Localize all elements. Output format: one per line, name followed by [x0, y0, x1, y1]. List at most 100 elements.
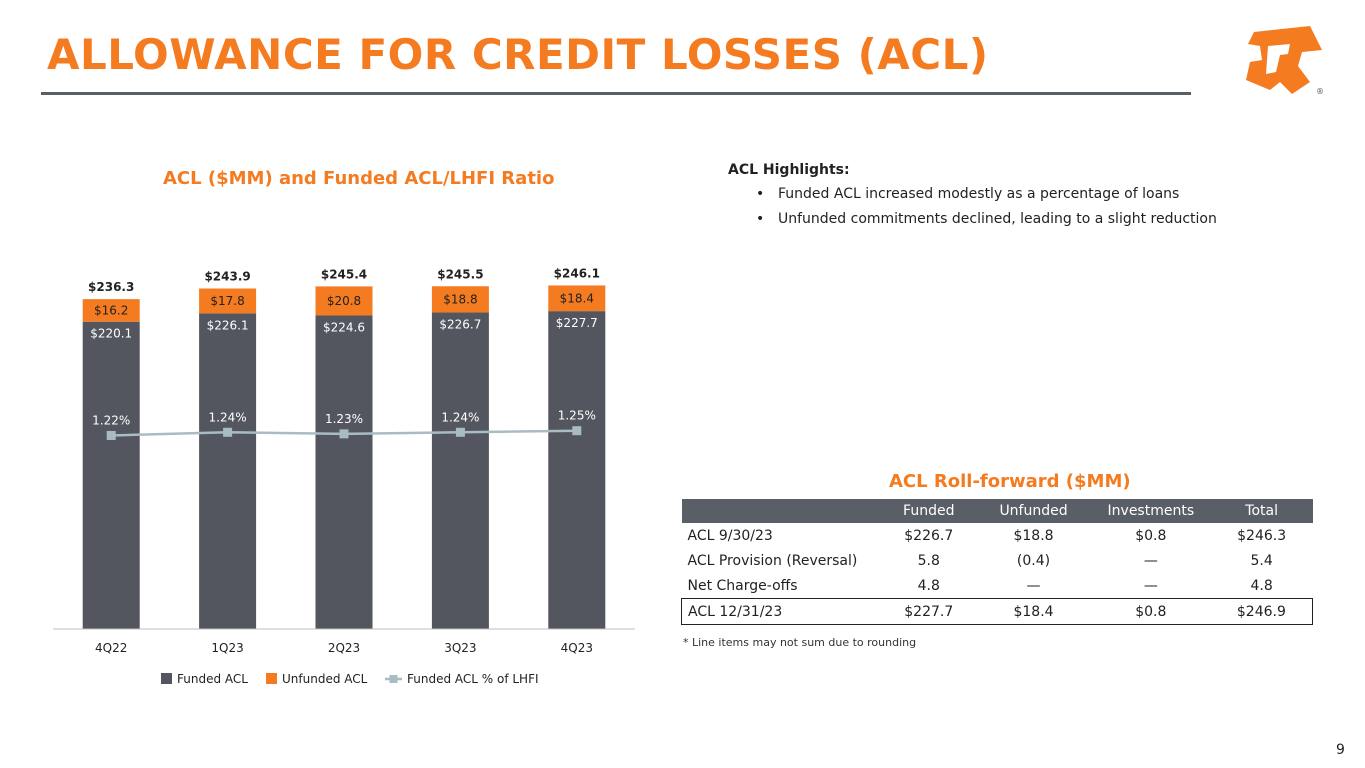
legend-swatch-funded [161, 673, 172, 684]
legend-marker-ratio [389, 675, 398, 683]
highlights-heading: ACL Highlights: [728, 162, 850, 178]
highlight-item: • Unfunded commitments declined, leading… [728, 211, 1217, 227]
table-cell: 4.8 [917, 577, 940, 594]
ratio-marker [572, 426, 582, 436]
table-cell: $18.4 [976, 598, 1091, 625]
table-cell: $0.8 [1090, 598, 1211, 625]
row-label: Net Charge-offs [687, 577, 798, 594]
page-title: ALLOWANCE FOR CREDIT LOSSES (ACL) [47, 30, 989, 79]
bar-funded-acl [82, 321, 140, 629]
data-label-unfunded: $20.8 [327, 294, 361, 308]
column-header: Investments [1090, 499, 1211, 523]
chart-legend: Funded ACL Unfunded ACL Funded ACL % of LH… [161, 672, 539, 686]
bar-unfunded-acl [431, 286, 489, 313]
rollforward-title: ACL Roll-forward ($MM) [889, 471, 1131, 492]
page-number: 9 [1336, 742, 1345, 758]
data-label-funded: $224.6 [323, 320, 365, 334]
bullet-icon: • [756, 186, 765, 202]
x-tick-label: 3Q23 [444, 641, 476, 655]
table-header-row: Funded Unfunded Investments Total [681, 499, 1313, 523]
data-label-funded: $227.7 [556, 316, 598, 330]
bar-unfunded-acl [199, 288, 257, 314]
rollforward-table: Funded Unfunded Investments Total ACL 9/… [681, 499, 1313, 625]
highlight-text: Funded ACL increased modestly as a perce… [778, 186, 1180, 202]
highlight-item: • Funded ACL increased modestly as a per… [728, 186, 1217, 202]
row-label: ACL 12/31/23 [681, 598, 882, 625]
acl-stacked-bar-chart: $16.2 $220.1 $236.3 1.22% $17.8 $226.1 $243.9 1… [53, 266, 635, 686]
legend-label-funded: Funded ACL [177, 672, 248, 686]
table-cell: $18.8 [1013, 527, 1054, 544]
column-header: Total [1210, 499, 1313, 523]
table-cell: — [1143, 577, 1158, 594]
data-label-ratio: 1.24% [209, 410, 247, 424]
logo-f-icon: ® [1240, 22, 1324, 98]
data-label-funded: $226.1 [207, 318, 249, 332]
highlights-list: • Funded ACL increased modestly as a per… [728, 186, 1217, 227]
x-tick-label: 2Q23 [328, 641, 360, 655]
data-label-funded: $220.1 [90, 327, 132, 341]
column-header: Unfunded [976, 499, 1091, 523]
data-label-total: $245.4 [321, 267, 367, 281]
legend-label-ratio: Funded ACL % of LHFI [407, 672, 539, 686]
table-row: ACL 9/30/23 $226.7 $18.8 $0.8 $246.3 [682, 523, 1313, 548]
table-cell: — [1143, 552, 1158, 569]
row-label: ACL 9/30/23 [687, 527, 773, 544]
table-row: Net Charge-offs 4.8 — — 4.8 [682, 573, 1313, 599]
x-tick-label: 1Q23 [211, 641, 243, 655]
bar-unfunded-acl [82, 299, 140, 322]
title-divider [41, 92, 1191, 95]
legend-label-unfunded: Unfunded ACL [282, 672, 368, 686]
bars-layer [82, 285, 606, 629]
legend-swatch-unfunded [266, 673, 277, 684]
table-cell: $227.7 [881, 598, 977, 625]
table-cell: $246.9 [1210, 598, 1313, 625]
data-label-total: $246.1 [554, 266, 600, 280]
bar-unfunded-acl [548, 285, 606, 312]
ratio-marker [339, 429, 349, 439]
chart-title: ACL ($MM) and Funded ACL/LHFI Ratio [163, 168, 555, 189]
data-label-ratio: 1.24% [441, 410, 479, 424]
column-header: Funded [881, 499, 977, 523]
column-header [681, 499, 882, 523]
table-cell: $226.7 [904, 527, 954, 544]
row-label: ACL Provision (Reversal) [687, 552, 858, 569]
footnote: * Line items may not sum due to rounding [683, 636, 917, 649]
data-label-unfunded: $17.8 [210, 294, 244, 308]
table-cell: $0.8 [1135, 527, 1167, 544]
table-total-row: ACL 12/31/23 $227.7 $18.4 $0.8 $246.9 [681, 598, 1313, 625]
x-tick-label: 4Q22 [95, 641, 127, 655]
bar-funded-acl [315, 315, 373, 629]
bar-funded-acl [431, 312, 489, 629]
data-label-funded: $226.7 [439, 318, 481, 332]
registered-mark: ® [1316, 87, 1324, 96]
x-axis: 4Q22 1Q23 2Q23 3Q23 4Q23 [53, 628, 635, 655]
data-label-ratio: 1.25% [558, 409, 596, 423]
data-label-ratio: 1.23% [325, 412, 363, 426]
table-cell: (0.4) [1016, 552, 1051, 569]
line-layer [106, 426, 582, 440]
ratio-marker [455, 427, 465, 437]
x-tick-label: 4Q23 [561, 641, 593, 655]
data-label-total: $243.9 [204, 270, 250, 284]
ratio-marker [223, 427, 233, 437]
acl-highlights: ACL Highlights: • Funded ACL increased m… [728, 162, 1217, 236]
data-label-unfunded: $18.4 [560, 291, 594, 305]
table-cell: $246.3 [1237, 527, 1287, 544]
table-cell: 5.4 [1250, 552, 1273, 569]
data-label-total: $236.3 [88, 280, 134, 294]
bar-funded-acl [199, 313, 257, 629]
bullet-icon: • [756, 211, 765, 227]
table-cell: 5.8 [917, 552, 940, 569]
table-cell: 4.8 [1250, 577, 1273, 594]
highlight-text: Unfunded commitments declined, leading t… [778, 211, 1217, 227]
data-label-ratio: 1.22% [92, 413, 130, 427]
data-label-total: $245.5 [437, 267, 483, 281]
table-row: ACL Provision (Reversal) 5.8 (0.4) — 5.4 [682, 548, 1313, 573]
data-label-unfunded: $16.2 [94, 303, 128, 317]
data-label-unfunded: $18.8 [443, 292, 477, 306]
bar-unfunded-acl [315, 286, 373, 316]
table-cell: — [1026, 577, 1041, 594]
labels-layer: $16.2 $220.1 $236.3 1.22% $17.8 $226.1 $243.9 1… [88, 266, 600, 427]
bar-funded-acl [548, 311, 606, 629]
ratio-marker [106, 430, 116, 440]
